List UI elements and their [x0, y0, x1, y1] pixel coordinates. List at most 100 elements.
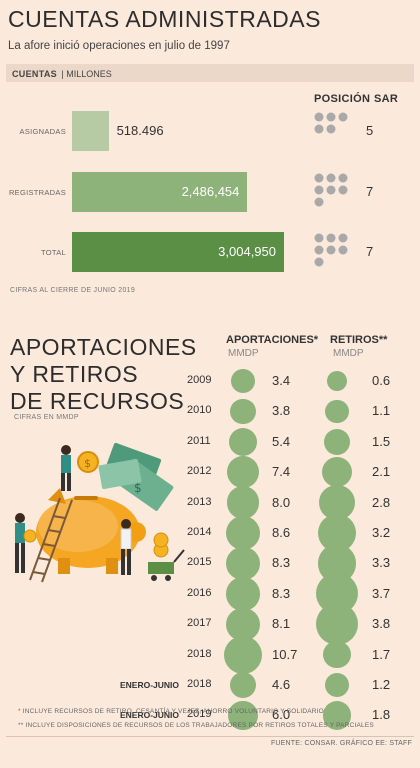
person-icon: [15, 513, 25, 573]
account-category-label: ASIGNADAS: [19, 127, 66, 136]
rank-dot: [314, 124, 324, 134]
year-label: 2016: [187, 586, 212, 599]
retiros-value: 1.7: [372, 646, 391, 662]
rank-dot: [326, 112, 336, 122]
aportaciones-bubble: [226, 577, 260, 611]
aportaciones-value: 4.6: [272, 677, 291, 692]
aportaciones-bubble: [224, 635, 262, 674]
year-label: 2018: [187, 678, 212, 690]
page-subtitle: La afore inició operaciones en julio de …: [8, 40, 230, 52]
aportaciones-bubble: [226, 607, 260, 641]
year-label: 2011: [187, 434, 211, 447]
account-bar: [72, 111, 109, 151]
aportaciones-value: 3.4: [272, 373, 291, 388]
account-value-label: 3,004,950: [218, 244, 276, 259]
aportaciones-bubble: [229, 671, 257, 699]
year-label: 2017: [187, 617, 212, 630]
aportaciones-bubble: [228, 427, 258, 456]
person-icon: [61, 445, 71, 491]
section2-title-line: APORTACIONES: [10, 334, 197, 360]
aportaciones-value: 6.0: [272, 707, 291, 723]
account-value-label: 2,486,454: [181, 184, 240, 199]
aportaciones-bubble: [227, 456, 259, 489]
col-retiros-header: RETIROS**: [330, 334, 388, 346]
aportaciones-bubble: [225, 515, 261, 551]
divider: [6, 736, 414, 737]
retiros-bubble: [323, 428, 351, 455]
page-title: CUENTAS ADMINISTRADAS: [8, 6, 321, 32]
section2-title: APORTACIONES Y RETIROS DE RECURSOS: [10, 334, 197, 415]
account-value-label: 518.496: [116, 123, 164, 138]
rank-value: 5: [366, 123, 374, 138]
aportaciones-value: 8.6: [272, 525, 291, 540]
retiros-bubble: [321, 457, 353, 488]
retiros-value: 1.1: [372, 403, 391, 419]
section2-title-line: Y RETIROS: [10, 361, 139, 387]
retiros-bubble: [322, 701, 352, 730]
aportaciones-value: 3.8: [272, 403, 291, 419]
rank-dot: [338, 173, 348, 183]
retiros-value: 3.2: [372, 525, 391, 540]
section2-note: CIFRAS EN MMDP: [14, 414, 79, 421]
aportaciones-value: 8.3: [272, 555, 291, 571]
aportaciones-value: 7.4: [272, 464, 291, 480]
retiros-value: 0.6: [372, 373, 391, 388]
accounts-header-bar: CUENTAS | MILLONES: [6, 64, 414, 82]
retiros-value: 3.7: [372, 585, 391, 601]
retiros-value: 3.8: [372, 616, 391, 632]
retiros-bubble: [326, 370, 348, 392]
aportaciones-value: 8.3: [272, 585, 291, 601]
col-aportaciones-header: APORTACIONES*: [226, 334, 319, 346]
rank-dot: [326, 124, 336, 134]
rank-dots-icon: [314, 173, 348, 207]
year-label: 2018: [187, 647, 212, 660]
footnote-retiros: ** INCLUYE DISPOSICIONES DE RECURSOS DE …: [18, 722, 374, 729]
rank-value: 7: [366, 244, 374, 259]
year-label: 2010: [187, 404, 212, 417]
coin-cart-icon: [148, 532, 185, 581]
coin-icon: $: [77, 451, 99, 473]
retiros-bubble: [324, 672, 350, 698]
col-retiros-unit: MMDP: [333, 348, 364, 359]
col-aportaciones-unit: MMDP: [228, 348, 259, 359]
rank-dot: [314, 112, 324, 122]
period-prefix-label: ENERO-JUNIO: [120, 680, 180, 690]
retiros-bubble: [325, 399, 349, 424]
rank-dot: [326, 233, 336, 243]
source-credit: FUENTE: CONSAR. GRÁFICO EE: STAFF: [270, 740, 412, 747]
rank-dot: [338, 245, 348, 255]
svg-text:$: $: [134, 481, 142, 495]
rank-dot: [326, 245, 336, 255]
rank-dot: [326, 173, 336, 183]
rank-dot: [314, 257, 324, 267]
retiros-bubble: [323, 640, 351, 669]
rank-dot: [338, 185, 348, 195]
rank-header-sar: SAR: [374, 93, 399, 105]
aportaciones-bubble: [230, 398, 256, 424]
ladder-icon: [29, 497, 73, 583]
accounts-header-unit: MILLONES: [66, 69, 112, 79]
rank-dots-icon: [314, 112, 348, 134]
year-label: 2013: [187, 495, 212, 508]
coin-icon: [23, 529, 37, 543]
rank-dot: [338, 112, 348, 122]
svg-text:$: $: [84, 457, 91, 470]
money-bills-icon: $: [98, 442, 174, 511]
aportaciones-bubble: [228, 700, 258, 730]
rank-dot: [326, 185, 336, 195]
retiros-value: 2.1: [372, 464, 391, 480]
aportaciones-value: 5.4: [272, 433, 291, 449]
accounts-header-label: CUENTAS: [12, 69, 57, 79]
rank-dot: [338, 233, 348, 243]
rank-dot: [314, 245, 324, 255]
retiros-value: 1.8: [372, 707, 391, 723]
rank-dot: [314, 197, 324, 207]
rank-dot: [314, 185, 324, 195]
aportaciones-bubble: [226, 546, 260, 581]
header-divider: |: [61, 69, 67, 79]
retiros-value: 2.8: [372, 494, 391, 510]
year-label: 2019: [187, 708, 212, 721]
year-label: 2009: [187, 374, 212, 386]
aportaciones-bubble: [230, 368, 256, 394]
aportaciones-value: 8.1: [272, 616, 291, 632]
